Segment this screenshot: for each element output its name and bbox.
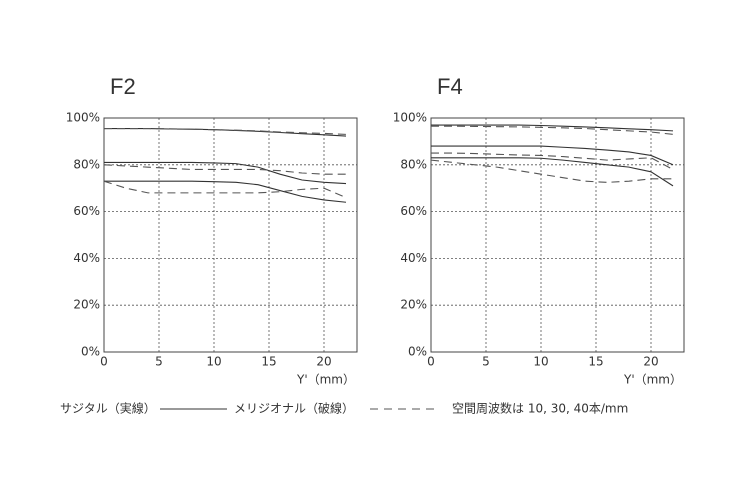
y-tick-label: 40% [400,251,427,265]
mtf-line [431,124,674,132]
x-axis-label: Y'（mm） [296,373,355,387]
plot-frame [430,117,685,353]
mtf-line [430,159,673,183]
mtf-line [104,161,347,185]
y-tick-label: 100% [393,111,427,125]
y-tick-label: 60% [73,204,100,218]
y-tick-label: 40% [73,251,100,265]
plot-frame [103,117,358,353]
legend-sagittal: サジタル（実線） [60,401,156,416]
mtf-line [104,180,347,203]
mtf-line [431,152,674,170]
y-tick-label: 100% [66,111,100,125]
mtf-line [104,127,347,135]
x-tick-label: 10 [206,355,221,369]
legend-note: 空間周波数は 10, 30, 40本/mm [452,401,628,416]
mtf-line [431,125,674,135]
y-tick-label: 0% [408,345,427,359]
x-tick-label: 5 [482,355,490,369]
y-tick-label: 80% [400,157,427,171]
mtf-line [103,164,346,175]
x-tick-label: 15 [588,355,603,369]
x-axis-label: Y'（mm） [623,373,682,387]
chart-title: F2 [110,74,136,99]
y-tick-label: 80% [73,157,100,171]
x-tick-label: 15 [261,355,276,369]
x-tick-label: 10 [533,355,548,369]
x-tick-label: 20 [643,355,658,369]
chart-title: F4 [437,74,463,99]
mtf-line [431,157,674,187]
y-tick-label: 20% [400,298,427,312]
x-tick-label: 20 [316,355,331,369]
y-tick-label: 60% [400,204,427,218]
mtf-line [431,145,674,166]
x-tick-label: 0 [100,355,108,369]
legend-meridional: メリジオナル（破線） [234,401,354,416]
x-tick-label: 0 [427,355,435,369]
y-tick-label: 0% [81,345,100,359]
x-tick-label: 5 [155,355,163,369]
mtf-line [103,180,347,199]
y-tick-label: 20% [73,298,100,312]
